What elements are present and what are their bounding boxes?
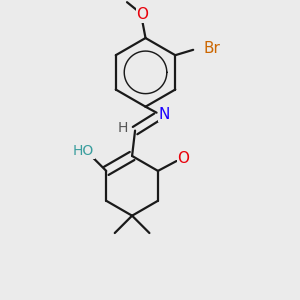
Text: O: O: [136, 7, 148, 22]
Text: O: O: [177, 151, 189, 166]
Text: HO: HO: [73, 144, 94, 158]
Text: H: H: [117, 121, 128, 135]
Text: Br: Br: [203, 41, 220, 56]
Text: N: N: [158, 107, 170, 122]
